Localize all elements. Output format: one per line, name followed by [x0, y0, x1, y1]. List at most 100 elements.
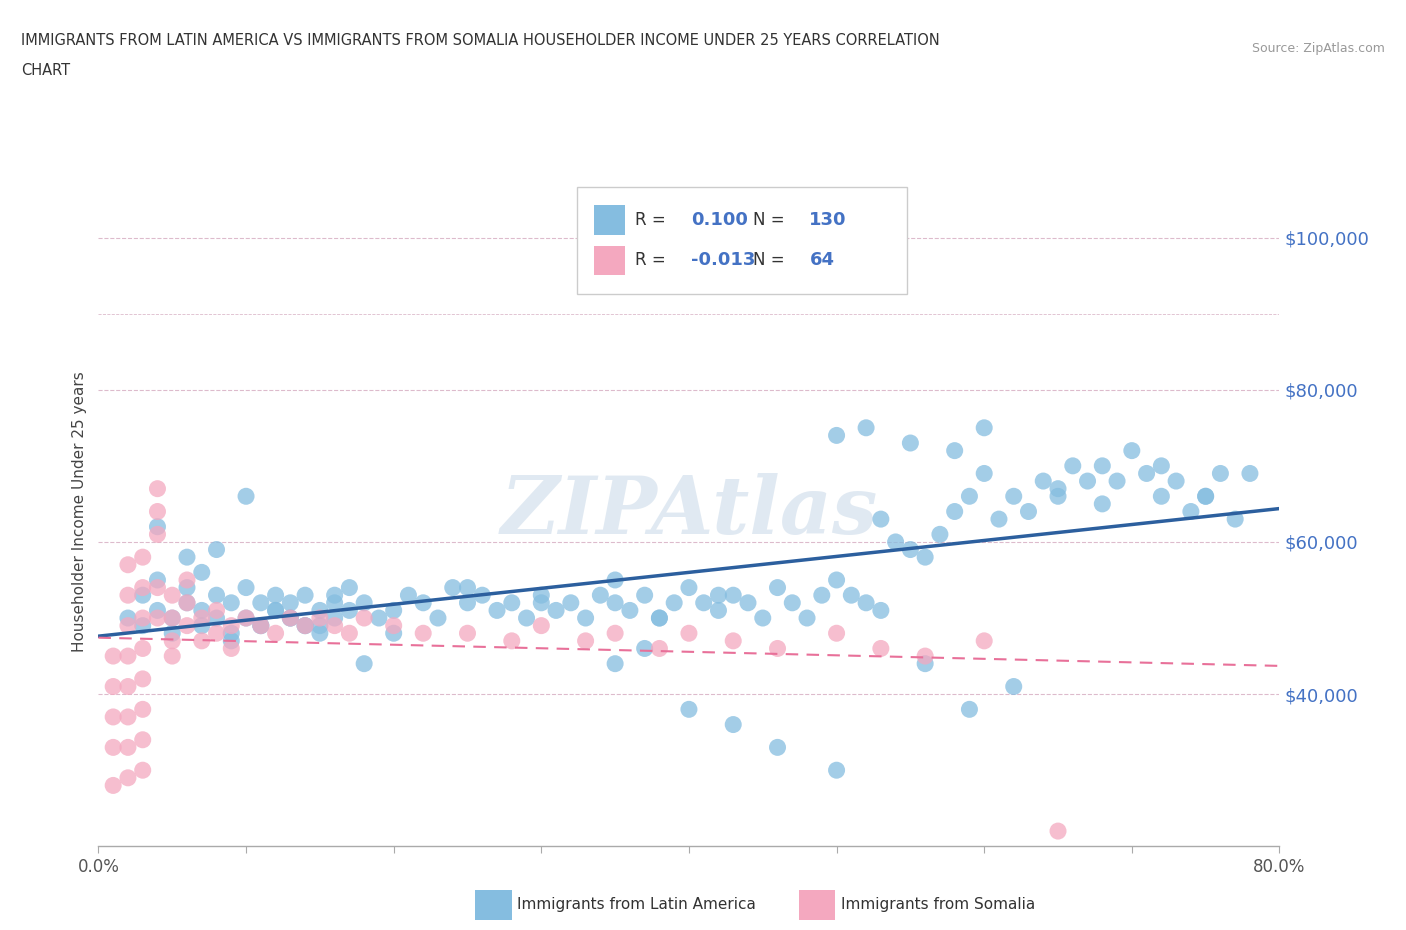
Point: [1121, 444, 1143, 458]
Point: [648, 641, 671, 656]
Point: [117, 740, 139, 755]
Point: [441, 580, 464, 595]
Point: [605, 626, 627, 641]
Point: [751, 611, 773, 626]
Point: [337, 580, 360, 595]
Point: [1105, 473, 1128, 488]
Point: [176, 618, 198, 633]
Point: [914, 550, 936, 565]
Point: [146, 481, 169, 496]
Text: CHART: CHART: [21, 63, 70, 78]
Point: [309, 618, 332, 633]
Point: [855, 420, 877, 435]
Point: [530, 588, 553, 603]
Text: R =: R =: [634, 211, 671, 229]
Point: [117, 648, 139, 663]
Point: [619, 603, 641, 618]
Point: [869, 512, 891, 526]
Point: [973, 633, 995, 648]
Point: [250, 618, 273, 633]
FancyBboxPatch shape: [595, 246, 626, 275]
Point: [412, 595, 434, 610]
Point: [1046, 489, 1069, 504]
Point: [825, 573, 848, 588]
Point: [219, 618, 242, 633]
Point: [337, 626, 360, 641]
Point: [382, 618, 405, 633]
Point: [1239, 466, 1261, 481]
Point: [117, 710, 139, 724]
Text: R =: R =: [634, 251, 671, 270]
Point: [132, 580, 155, 595]
Point: [737, 595, 759, 610]
Point: [1180, 504, 1202, 519]
Point: [278, 611, 302, 626]
Point: [294, 618, 316, 633]
Point: [869, 603, 891, 618]
Point: [721, 633, 744, 648]
Point: [250, 618, 273, 633]
Point: [368, 611, 391, 626]
Point: [1046, 824, 1069, 839]
Point: [1091, 497, 1114, 512]
Point: [278, 611, 302, 626]
Point: [959, 702, 981, 717]
Point: [456, 626, 478, 641]
Point: [191, 565, 214, 579]
Point: [132, 611, 155, 626]
Point: [235, 489, 257, 504]
Point: [412, 626, 434, 641]
Point: [839, 588, 862, 603]
Point: [219, 626, 242, 641]
Point: [278, 595, 302, 610]
Point: [501, 595, 523, 610]
Point: [309, 626, 332, 641]
Point: [515, 611, 537, 626]
Point: [294, 618, 316, 633]
Point: [103, 648, 125, 663]
Point: [605, 595, 627, 610]
Point: [162, 633, 183, 648]
Point: [235, 580, 257, 595]
Point: [103, 778, 125, 793]
Point: [766, 580, 789, 595]
Point: [574, 633, 596, 648]
Point: [219, 641, 242, 656]
Point: [264, 603, 287, 618]
Point: [707, 603, 730, 618]
Point: [353, 657, 375, 671]
Point: [132, 588, 155, 603]
Text: Source: ZipAtlas.com: Source: ZipAtlas.com: [1251, 42, 1385, 55]
Point: [323, 618, 346, 633]
Point: [678, 702, 700, 717]
Point: [117, 618, 139, 633]
Point: [264, 603, 287, 618]
Point: [382, 626, 405, 641]
Point: [146, 611, 169, 626]
Text: 0.100: 0.100: [692, 211, 748, 229]
Point: [1002, 679, 1025, 694]
Point: [928, 527, 950, 542]
Point: [1209, 466, 1232, 481]
Point: [943, 444, 966, 458]
Y-axis label: Householder Income Under 25 years: Householder Income Under 25 years: [72, 371, 87, 652]
Point: [191, 611, 214, 626]
Point: [1195, 489, 1218, 504]
Point: [574, 611, 596, 626]
Point: [353, 595, 375, 610]
Point: [1046, 481, 1069, 496]
Point: [707, 588, 730, 603]
Point: [323, 588, 346, 603]
Point: [825, 428, 848, 443]
Point: [589, 588, 612, 603]
Point: [810, 588, 832, 603]
Point: [132, 732, 155, 747]
Text: N =: N =: [752, 211, 790, 229]
Text: IMMIGRANTS FROM LATIN AMERICA VS IMMIGRANTS FROM SOMALIA HOUSEHOLDER INCOME UNDE: IMMIGRANTS FROM LATIN AMERICA VS IMMIGRA…: [21, 33, 939, 47]
Point: [162, 648, 183, 663]
Point: [486, 603, 509, 618]
Point: [176, 595, 198, 610]
Point: [825, 763, 848, 777]
Point: [648, 611, 671, 626]
Point: [766, 641, 789, 656]
